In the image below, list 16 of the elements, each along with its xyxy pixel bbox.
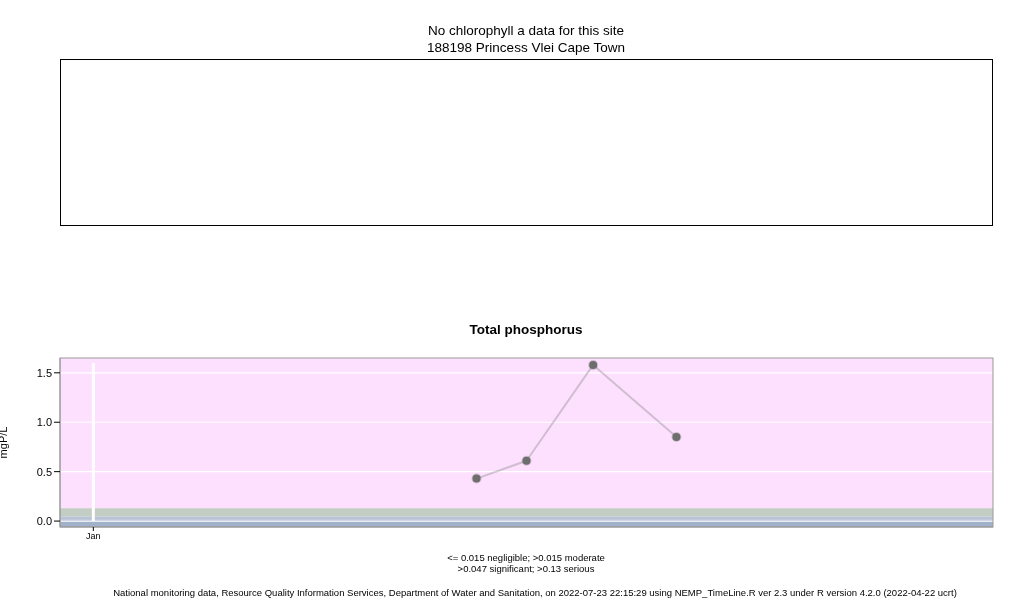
point	[671, 432, 682, 443]
text: National monitoring data, Resource Quality Information Services, Department of Water and Sanitation, on 2022-07-23 22:15:29 using NEMP_TimeLine.R ver 2.3 under R version 4.2.0 (2022-04-22 ucrt)	[112, 587, 958, 598]
text: <= 0.015 negligible; >0.015 moderate	[446, 552, 606, 563]
y-tick-label: 1.0	[36, 416, 52, 429]
chart-title: Total phosphorus	[468, 322, 584, 337]
point	[521, 455, 532, 466]
text: No chlorophyll a data for this site	[427, 22, 625, 39]
y-tick-label: 0.5	[36, 465, 52, 478]
text: >0.047 significant; >0.13 serious	[456, 563, 596, 574]
y-tick-label: 1.5	[36, 366, 52, 379]
x-tick-label: Jan	[86, 531, 101, 542]
y-tick-label: 0.0	[36, 514, 52, 527]
point	[471, 473, 482, 484]
point	[588, 359, 599, 370]
text: 188198 Princess Vlei Cape Town	[426, 39, 626, 56]
y-axis-title: mgP/L	[0, 426, 9, 459]
